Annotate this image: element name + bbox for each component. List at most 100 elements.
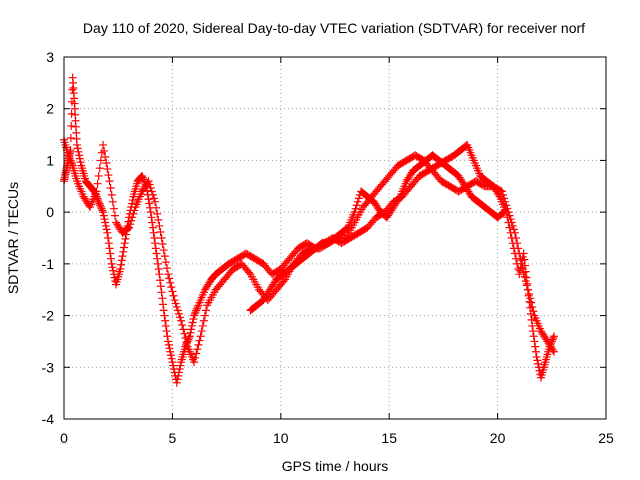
data-point bbox=[101, 152, 110, 161]
data-point bbox=[202, 306, 211, 315]
data-point bbox=[179, 325, 188, 334]
data-point bbox=[127, 216, 136, 225]
y-tick-label: -3 bbox=[42, 359, 55, 375]
data-point bbox=[549, 347, 558, 356]
data-point bbox=[98, 206, 107, 215]
data-point bbox=[151, 239, 160, 248]
data-point bbox=[195, 336, 204, 345]
data-point bbox=[73, 140, 82, 149]
data-point bbox=[532, 352, 541, 361]
data-point bbox=[527, 315, 536, 324]
data-point bbox=[161, 321, 170, 330]
data-point bbox=[279, 277, 288, 286]
data-point bbox=[508, 221, 517, 230]
data-point bbox=[549, 333, 558, 342]
series-sdtvar-c bbox=[246, 151, 509, 315]
data-point bbox=[169, 291, 178, 300]
data-point bbox=[148, 223, 157, 232]
data-point bbox=[178, 321, 187, 330]
data-point bbox=[94, 171, 103, 180]
data-point bbox=[531, 342, 540, 351]
data-point bbox=[160, 252, 169, 261]
data-point bbox=[64, 151, 73, 160]
data-point bbox=[522, 273, 531, 282]
data-point bbox=[107, 259, 116, 268]
y-tick-label: 1 bbox=[46, 152, 54, 168]
data-point bbox=[104, 239, 113, 248]
data-point bbox=[157, 288, 166, 297]
data-point bbox=[93, 196, 102, 205]
data-point bbox=[156, 282, 165, 291]
y-tick-label: -4 bbox=[42, 411, 55, 427]
data-point bbox=[95, 199, 104, 208]
data-point bbox=[157, 234, 166, 242]
data-point bbox=[181, 333, 190, 342]
data-point bbox=[502, 201, 511, 210]
data-point bbox=[105, 244, 114, 253]
data-point bbox=[187, 325, 196, 334]
data-point bbox=[154, 265, 163, 274]
data-point bbox=[159, 300, 168, 309]
data-point bbox=[138, 171, 147, 180]
data-point bbox=[74, 147, 83, 156]
data-point bbox=[144, 177, 153, 186]
y-tick-label: 0 bbox=[46, 204, 54, 220]
data-point bbox=[66, 156, 75, 165]
data-point bbox=[526, 294, 535, 303]
y-tick-label: 2 bbox=[46, 101, 54, 117]
x-tick-label: 15 bbox=[381, 430, 397, 446]
data-point bbox=[518, 264, 527, 273]
data-point bbox=[101, 221, 110, 230]
x-tick-label: 20 bbox=[490, 430, 506, 446]
data-point bbox=[534, 359, 543, 368]
data-point bbox=[99, 208, 108, 217]
data-point bbox=[152, 249, 161, 258]
data-point bbox=[153, 259, 162, 268]
data-point bbox=[549, 332, 558, 341]
data-point bbox=[187, 321, 196, 330]
data-point bbox=[174, 309, 183, 318]
data-point bbox=[510, 228, 519, 237]
data-point bbox=[196, 332, 205, 341]
data-point bbox=[154, 215, 163, 224]
data-point bbox=[109, 266, 118, 275]
data-point bbox=[515, 270, 524, 279]
data-point bbox=[192, 304, 201, 313]
data-point bbox=[191, 308, 200, 317]
data-point bbox=[350, 208, 359, 217]
data-point bbox=[175, 313, 184, 322]
data-point bbox=[162, 327, 171, 336]
data-point bbox=[200, 311, 209, 320]
data-point bbox=[146, 184, 155, 193]
data-point bbox=[182, 338, 191, 347]
data-point bbox=[106, 249, 115, 258]
data-point bbox=[146, 208, 155, 217]
data-point bbox=[529, 327, 538, 336]
data-point bbox=[106, 184, 115, 193]
data-point bbox=[95, 164, 104, 173]
data-point bbox=[168, 287, 177, 296]
data-point bbox=[351, 204, 360, 213]
data-point bbox=[125, 223, 134, 232]
data-point bbox=[130, 206, 139, 215]
data-point bbox=[73, 144, 82, 153]
data-point bbox=[118, 252, 127, 261]
data-point bbox=[158, 294, 167, 303]
data-point bbox=[164, 270, 173, 279]
data-point bbox=[164, 337, 173, 346]
x-tick-label: 25 bbox=[598, 430, 614, 446]
data-point bbox=[190, 309, 199, 318]
plot-frame bbox=[63, 56, 607, 420]
data-point bbox=[159, 306, 168, 315]
gridlines bbox=[64, 57, 606, 419]
data-point bbox=[499, 190, 508, 199]
data-point bbox=[67, 109, 76, 118]
data-point bbox=[174, 368, 183, 377]
data-point bbox=[100, 215, 109, 224]
data-point bbox=[120, 239, 129, 248]
data-point bbox=[500, 194, 509, 203]
data-point bbox=[531, 347, 540, 356]
data-point bbox=[529, 332, 538, 341]
data-point bbox=[158, 240, 167, 249]
data-point bbox=[190, 311, 199, 320]
